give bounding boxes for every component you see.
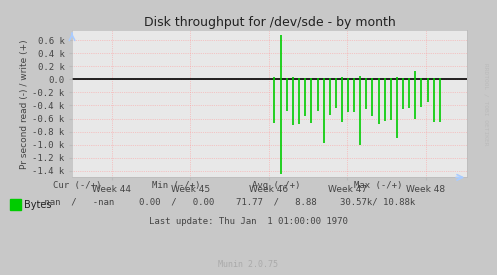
Text: RRDTOOL / TOBI OETIKER: RRDTOOL / TOBI OETIKER — [484, 63, 489, 146]
Text: Min (-/+): Min (-/+) — [152, 182, 201, 190]
Text: Avg (-/+): Avg (-/+) — [251, 182, 300, 190]
Title: Disk throughput for /dev/sde - by month: Disk throughput for /dev/sde - by month — [144, 16, 396, 29]
Text: -nan  /   -nan: -nan / -nan — [39, 198, 115, 207]
Text: 30.57k/ 10.88k: 30.57k/ 10.88k — [340, 198, 415, 207]
Text: Bytes: Bytes — [24, 200, 51, 210]
Text: Munin 2.0.75: Munin 2.0.75 — [219, 260, 278, 269]
Y-axis label: Pr second read (-) / write (+): Pr second read (-) / write (+) — [20, 39, 29, 169]
Text: Max (-/+): Max (-/+) — [353, 182, 402, 190]
Text: Last update: Thu Jan  1 01:00:00 1970: Last update: Thu Jan 1 01:00:00 1970 — [149, 217, 348, 226]
Text: 71.77  /   8.88: 71.77 / 8.88 — [236, 198, 316, 207]
Text: Cur (-/+): Cur (-/+) — [53, 182, 101, 190]
Text: 0.00  /   0.00: 0.00 / 0.00 — [139, 198, 214, 207]
